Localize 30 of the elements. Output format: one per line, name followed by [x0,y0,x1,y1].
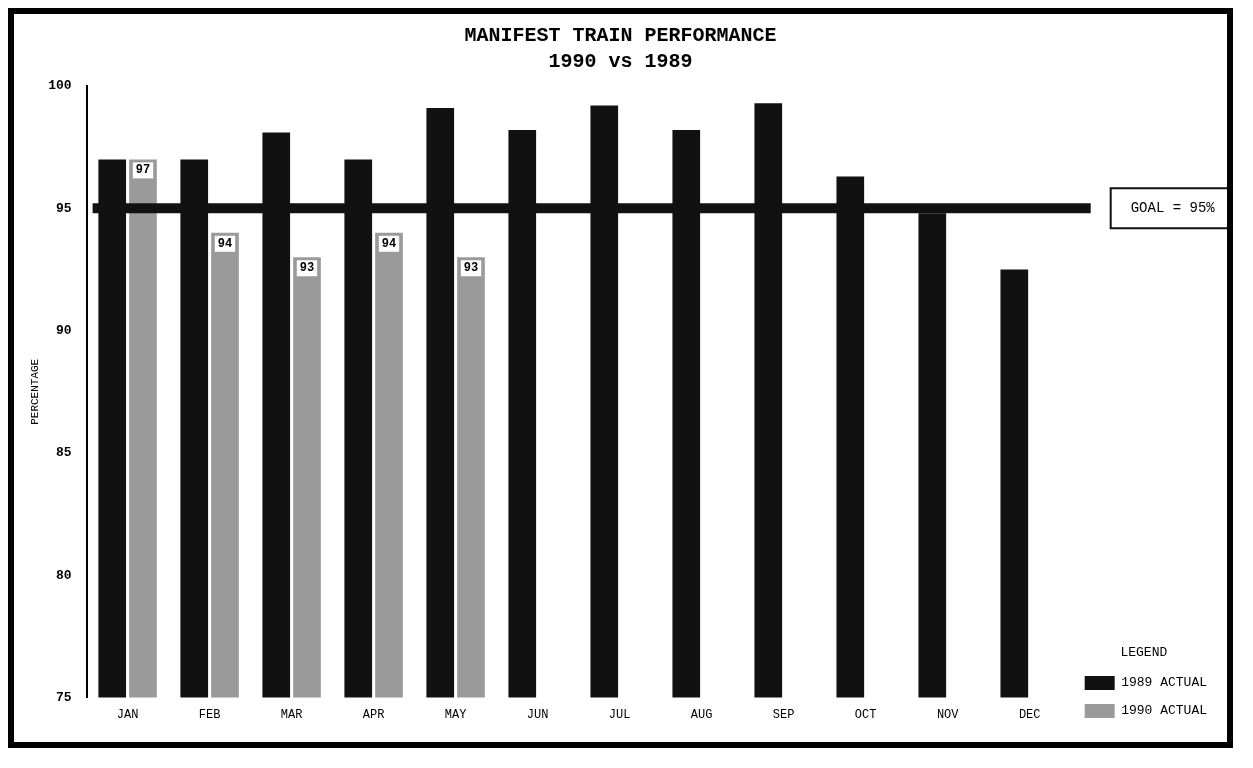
x-tick-label: AUG [690,707,713,722]
x-tick-label: DEC [1018,707,1041,722]
data-label: 94 [217,236,233,251]
x-tick-label: SEP [772,707,795,722]
data-label: 94 [381,236,397,251]
chart-subtitle: 1990 vs 1989 [548,50,693,74]
data-label: 93 [299,261,315,276]
y-tick-label: 100 [48,78,72,94]
x-tick-label: MAR [280,707,303,722]
chart-title: MANIFEST TRAIN PERFORMANCE [464,24,777,48]
x-tick-label: APR [362,707,385,722]
legend-label: 1989 ACTUAL [1121,675,1208,691]
x-tick-label: JUN [526,707,549,722]
x-tick-label: OCT [854,707,877,722]
y-tick-label: 95 [55,200,72,216]
data-label: 93 [463,261,479,276]
y-tick-label: 90 [55,322,72,338]
x-tick-label: NOV [936,707,960,722]
data-label: 97 [135,163,151,178]
y-tick-label: 85 [55,445,72,461]
legend-title: LEGEND [1120,645,1168,661]
x-tick-label: JAN [116,707,139,722]
y-tick-label: 80 [55,567,72,583]
y-tick-label: 75 [55,689,72,705]
legend-label: 1990 ACTUAL [1121,703,1208,719]
x-tick-label: FEB [198,707,221,722]
x-tick-label: MAY [444,707,467,722]
ref-line-label: GOAL = 95% [1130,200,1216,217]
x-tick-label: JUL [608,707,631,722]
y-axis-title: PERCENTAGE [28,358,41,425]
